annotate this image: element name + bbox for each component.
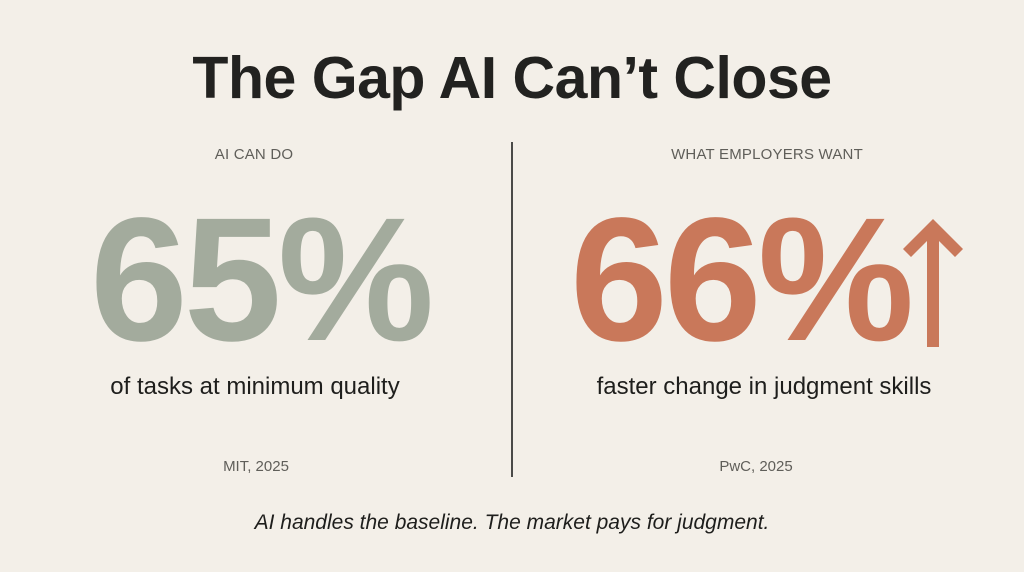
employers-want-source: PwC, 2025 bbox=[719, 458, 793, 475]
column-divider bbox=[511, 142, 513, 477]
ai-can-do-source: MIT, 2025 bbox=[223, 458, 289, 475]
ai-can-do-description: of tasks at minimum quality bbox=[110, 373, 400, 400]
page-title: The Gap AI Can’t Close bbox=[192, 45, 832, 111]
employers-want-description: faster change in judgment skills bbox=[596, 373, 932, 400]
ai-can-do-panel: AI CAN DO 65% of tasks at minimum qualit… bbox=[90, 146, 434, 475]
ai-can-do-label: AI CAN DO bbox=[214, 146, 294, 163]
arrow-up-icon bbox=[903, 219, 963, 347]
ai-can-do-stat: 65% bbox=[90, 182, 434, 378]
tagline: AI handles the baseline. The market pays… bbox=[254, 511, 770, 534]
employers-want-label: WHAT EMPLOYERS WANT bbox=[671, 146, 863, 163]
employers-want-panel: WHAT EMPLOYERS WANT 66% faster change in… bbox=[512, 0, 1024, 572]
employers-want-stat: 66% bbox=[570, 182, 914, 378]
